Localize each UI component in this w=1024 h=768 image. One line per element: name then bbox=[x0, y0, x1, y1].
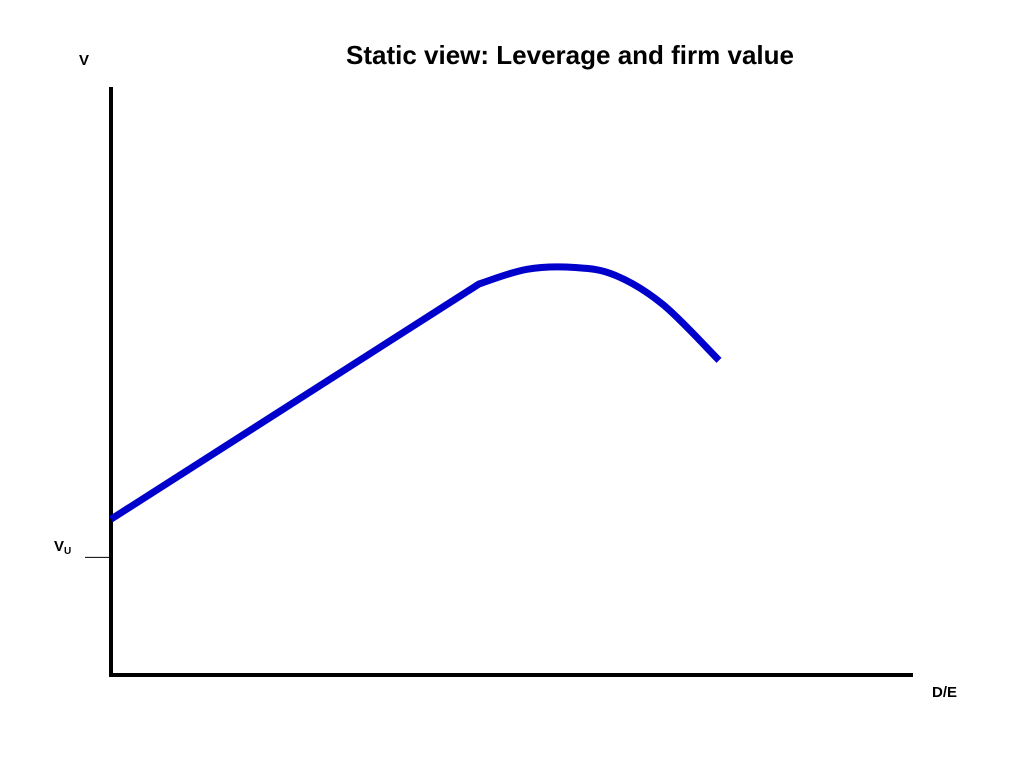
vu-annotation-subscript: U bbox=[64, 546, 72, 557]
y-axis-label: V bbox=[79, 52, 90, 69]
x-axis-label: D/E bbox=[932, 684, 958, 701]
firm-value-curve bbox=[109, 263, 722, 523]
chart-title: Static view: Leverage and firm value bbox=[346, 40, 794, 70]
vu-annotation: VU bbox=[54, 538, 71, 557]
vu-annotation-main: V bbox=[54, 538, 65, 555]
